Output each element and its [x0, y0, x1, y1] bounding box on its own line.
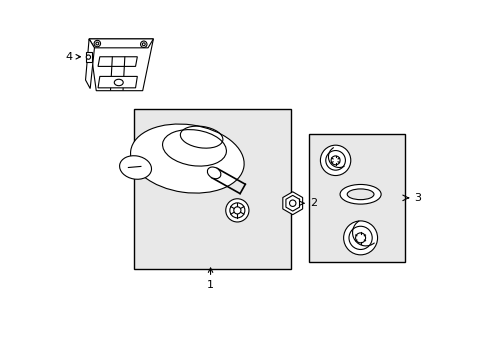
Ellipse shape — [346, 189, 373, 200]
Ellipse shape — [96, 42, 99, 45]
Polygon shape — [98, 57, 137, 66]
Ellipse shape — [130, 124, 244, 193]
Ellipse shape — [86, 55, 90, 59]
Text: 4: 4 — [66, 52, 81, 62]
Ellipse shape — [320, 145, 350, 176]
Ellipse shape — [207, 167, 221, 179]
Ellipse shape — [229, 203, 244, 218]
Ellipse shape — [114, 79, 123, 86]
Text: 3: 3 — [413, 193, 420, 203]
Text: 2: 2 — [299, 198, 317, 208]
Ellipse shape — [94, 40, 101, 47]
Polygon shape — [282, 192, 302, 215]
Polygon shape — [85, 39, 94, 89]
Bar — [308, 134, 405, 262]
Text: 1: 1 — [206, 268, 214, 290]
Polygon shape — [85, 52, 91, 62]
Polygon shape — [89, 39, 153, 48]
Ellipse shape — [120, 156, 151, 179]
Ellipse shape — [289, 200, 295, 206]
Ellipse shape — [140, 41, 147, 48]
Ellipse shape — [233, 207, 241, 214]
Ellipse shape — [355, 233, 365, 243]
Ellipse shape — [339, 184, 380, 204]
Bar — [134, 109, 290, 269]
Polygon shape — [98, 76, 137, 88]
Ellipse shape — [142, 43, 145, 46]
Ellipse shape — [330, 156, 339, 165]
Ellipse shape — [343, 221, 377, 255]
Ellipse shape — [348, 226, 371, 249]
Ellipse shape — [325, 150, 345, 170]
Ellipse shape — [225, 199, 248, 222]
Polygon shape — [89, 39, 153, 91]
